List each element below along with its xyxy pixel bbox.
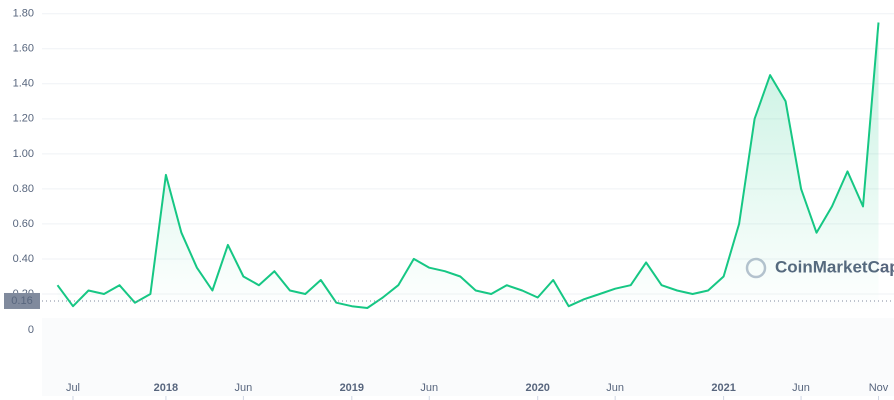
price-line — [56, 22, 880, 309]
x-tick-label: Nov — [869, 382, 889, 394]
x-tick-label: 2018 — [154, 382, 178, 394]
reference-label-box — [4, 292, 40, 309]
x-tick-label: Jun — [420, 382, 438, 394]
y-tick-label: 0.40 — [13, 253, 34, 265]
x-tick-label: 2021 — [711, 382, 735, 394]
y-tick-label: 1.00 — [13, 148, 34, 160]
y-tick-label: 1.80 — [13, 8, 34, 20]
x-tick-label: 2019 — [340, 382, 364, 394]
x-tick-label: Jun — [235, 382, 253, 394]
x-tick-label: 2020 — [525, 382, 549, 394]
x-tick-label: Jun — [792, 382, 810, 394]
area — [57, 22, 879, 312]
volume-axis-label: 0 — [28, 324, 34, 336]
y-tick-label: 0.80 — [13, 183, 34, 195]
reference-label: 0.16 — [11, 295, 32, 307]
y-tick-label: 1.40 — [13, 78, 34, 90]
y-tick-label: 1.20 — [13, 113, 34, 125]
y-tick-label: 1.60 — [13, 43, 34, 55]
x-tick-label: Jul — [66, 382, 80, 394]
y-tick-label: 0.60 — [13, 218, 34, 230]
x-tick-label: Jun — [606, 382, 624, 394]
volume-panel — [42, 318, 894, 396]
